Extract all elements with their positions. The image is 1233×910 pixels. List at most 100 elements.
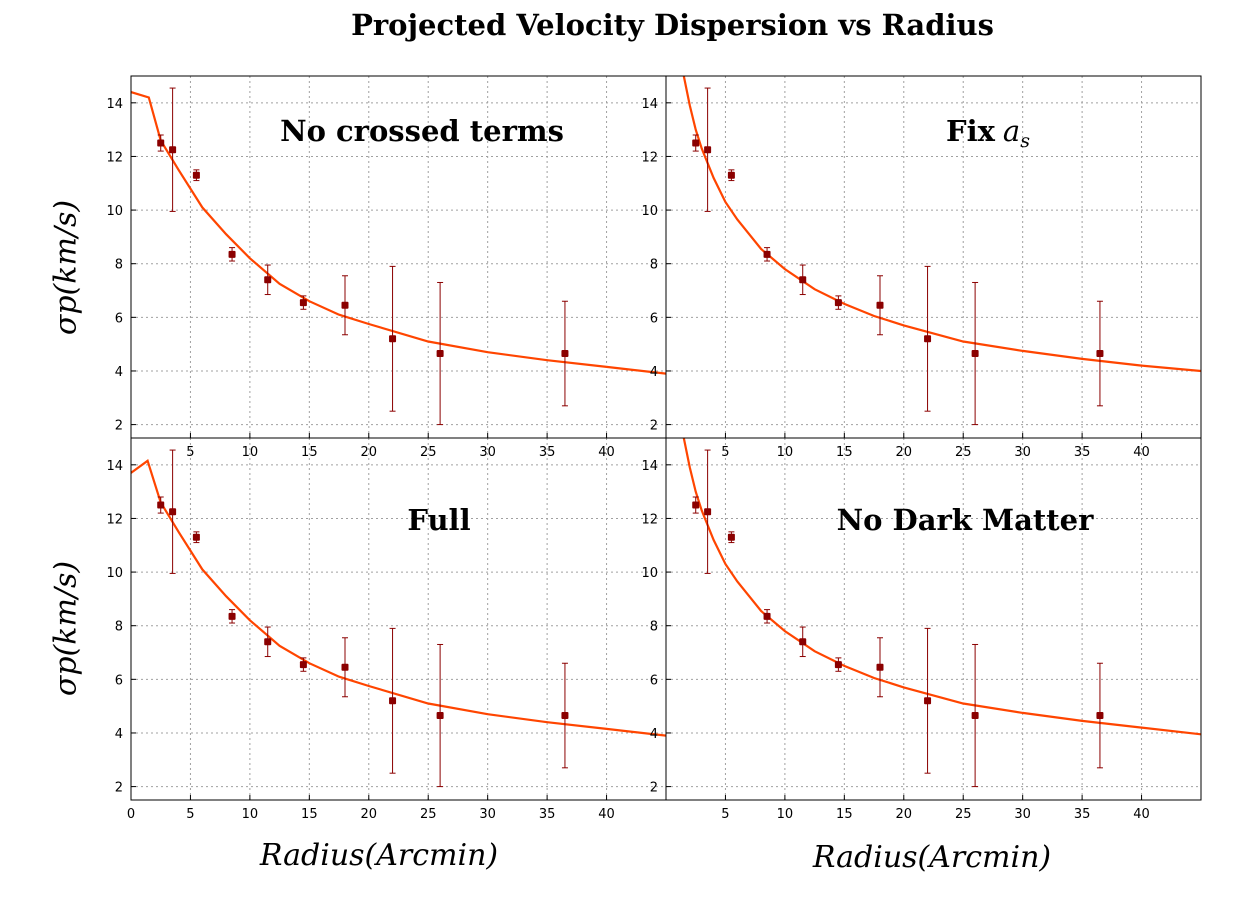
point-marker (341, 301, 349, 309)
x-tick-label: 15 (836, 807, 853, 822)
panel-bottom-right: 5 10 15 20 25 30 35 40 2 4 6 8 10 12 14 No Dark Matter (641, 437, 1202, 822)
y-tick-label: 12 (641, 512, 658, 527)
x-axis-label-right: Radius(Arcmin) (812, 840, 1052, 875)
y-tick-label: 4 (115, 365, 123, 380)
point-marker (157, 501, 165, 509)
panel-top-right: 5 10 15 20 25 30 35 40 2 4 6 8 10 12 14 Fix as (641, 75, 1202, 460)
point-marker (876, 301, 884, 309)
y-tick-label: 2 (115, 781, 123, 796)
point-marker (692, 139, 700, 147)
data-point (924, 627, 932, 774)
x-tick-label: 40 (1133, 807, 1150, 822)
point-marker (704, 146, 712, 154)
y-tick-label: 8 (115, 258, 123, 273)
x-tick-label: 30 (479, 445, 496, 460)
y-tick-label: 12 (106, 150, 123, 165)
data-point (692, 496, 700, 514)
data-point (561, 662, 569, 769)
point-marker (692, 501, 700, 509)
point-marker (799, 638, 807, 646)
data-point (763, 609, 771, 624)
y-tick-label: 14 (641, 97, 658, 112)
data-point (157, 496, 165, 514)
point-marker (436, 712, 444, 720)
y-tick-label: 2 (650, 781, 658, 796)
x-tick-label: 10 (242, 445, 259, 460)
y-tick-label: 14 (106, 97, 123, 112)
data-point (389, 265, 397, 412)
x-tick-label: 40 (598, 807, 615, 822)
data-point (264, 626, 272, 658)
y-tick-label: 8 (650, 620, 658, 635)
x-tick-label: 20 (896, 807, 913, 822)
point-marker (799, 276, 807, 284)
data-point (727, 169, 735, 182)
panel-frame (130, 437, 667, 801)
y-tick-label: 4 (115, 727, 123, 742)
data-point (436, 281, 444, 426)
data-point (799, 626, 807, 658)
point-marker (192, 171, 200, 179)
y-tick-label: 14 (641, 459, 658, 474)
y-tick-label: 10 (641, 204, 658, 219)
data-point (834, 295, 842, 310)
x-tick-label: 30 (479, 807, 496, 822)
data-point (228, 609, 236, 624)
data-point (436, 643, 444, 788)
panel-label: No crossed terms (280, 114, 564, 148)
data-point (157, 134, 165, 152)
point-marker (264, 638, 272, 646)
point-marker (763, 250, 771, 258)
y-tick-label: 4 (650, 727, 658, 742)
point-marker (971, 350, 979, 358)
point-marker (264, 276, 272, 284)
data-point (924, 265, 932, 412)
data-point (561, 300, 569, 407)
point-marker (561, 712, 569, 720)
point-marker (704, 508, 712, 516)
panel-frame (665, 437, 1202, 801)
data-point (341, 637, 349, 698)
panel-label: No Dark Matter (837, 503, 1094, 537)
y-tick-label: 4 (650, 365, 658, 380)
x-tick-label: 20 (896, 445, 913, 460)
point-marker (971, 712, 979, 720)
data-point (727, 531, 735, 544)
data-point (876, 637, 884, 698)
point-marker (727, 171, 735, 179)
data-point (971, 643, 979, 788)
point-marker (341, 663, 349, 671)
x-tick-label: 20 (361, 807, 378, 822)
point-marker (389, 697, 397, 705)
x-tick-label: 5 (186, 807, 194, 822)
y-tick-label: 12 (641, 150, 658, 165)
y-tick-label: 10 (641, 566, 658, 581)
data-point (704, 87, 712, 212)
data-point (799, 264, 807, 296)
point-marker (1096, 712, 1104, 720)
x-tick-label: 10 (777, 807, 794, 822)
y-tick-label: 6 (115, 673, 123, 688)
data-point (228, 247, 236, 262)
x-tick-label: 5 (186, 445, 194, 460)
data-point (1096, 662, 1104, 769)
point-marker (834, 299, 842, 307)
y-tick-label: 10 (106, 566, 123, 581)
point-marker (924, 697, 932, 705)
panel-frame (665, 75, 1202, 439)
y-tick-label: 6 (115, 311, 123, 326)
x-axis-label-left: Radius(Arcmin) (259, 838, 499, 873)
point-marker (436, 350, 444, 358)
data-point (299, 295, 307, 310)
point-marker (561, 350, 569, 358)
data-point (704, 449, 712, 574)
model-curve (131, 459, 666, 737)
data-point (169, 449, 177, 574)
data-point (971, 281, 979, 426)
y-tick-label: 2 (650, 419, 658, 434)
data-point (192, 531, 200, 544)
y-tick-label: 6 (650, 673, 658, 688)
panel-label: Full (407, 503, 470, 537)
